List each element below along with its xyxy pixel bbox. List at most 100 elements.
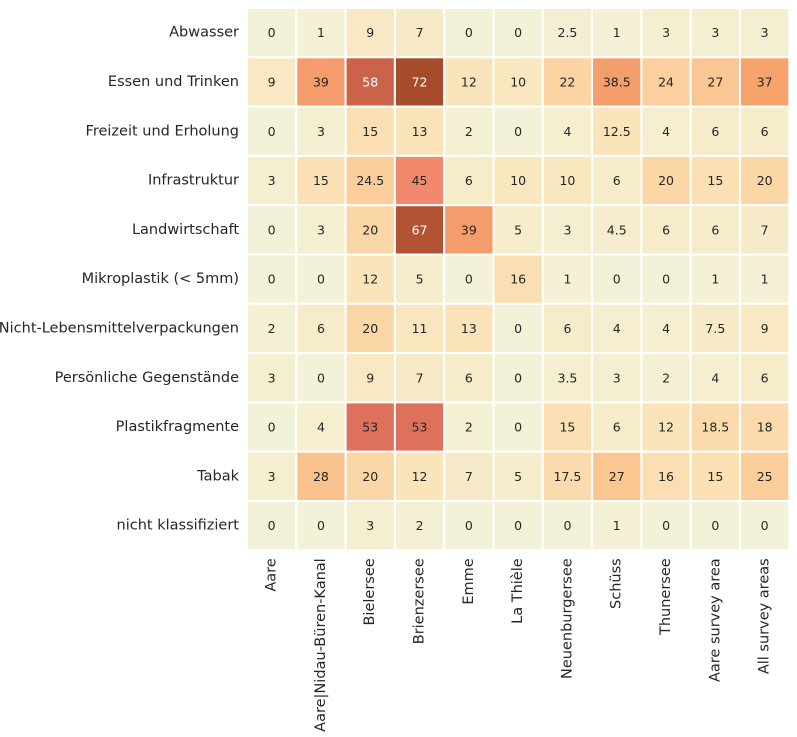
cell-value-label: 0: [514, 420, 522, 435]
cell-value-label: 0: [268, 25, 276, 40]
heatmap-cell: [492, 7, 544, 59]
heatmap-cell: [591, 56, 643, 108]
heatmap-cell: [295, 302, 347, 355]
cell-value-label: 53: [412, 420, 428, 435]
heatmap-cell: [591, 302, 643, 355]
cell-value-label: 7: [416, 25, 424, 40]
cell-value-label: 45: [412, 173, 428, 188]
heatmap-cell: [689, 401, 742, 453]
cell-value-label: 3: [761, 25, 769, 40]
row-label: Persönliche Gegenstände: [55, 370, 239, 386]
cell-value-label: 2: [268, 321, 276, 336]
column-labels: Aare Aare|Nidau-Büren-Kanal Bielersee Brien…: [264, 558, 773, 732]
cell-value-label: 0: [317, 518, 325, 533]
cell-value-label: 15: [707, 469, 723, 484]
cell-value-label: 38.5: [603, 74, 631, 89]
heatmap-cell: [739, 450, 791, 503]
heatmap-cell: [246, 401, 298, 453]
row-label: nicht klassifiziert: [117, 518, 240, 534]
row-label: Tabak: [196, 468, 239, 484]
cell-value-label: 15: [707, 173, 723, 188]
cell-value-label: 0: [563, 518, 571, 533]
row-label: Essen und Trinken: [108, 74, 239, 90]
cell-value-label: 6: [711, 222, 719, 237]
cell-value-label: 3: [317, 222, 325, 237]
heatmap-cell: [295, 204, 347, 256]
heatmap-cell: [640, 56, 692, 108]
heatmap-cell: [591, 401, 643, 453]
cell-value-label: 20: [362, 321, 378, 336]
cell-value-label: 9: [366, 370, 374, 385]
heatmap-cell: [689, 204, 742, 256]
cell-value-label: 12: [412, 469, 428, 484]
cell-value-label: 27: [609, 469, 625, 484]
heatmap-cell: [246, 302, 298, 355]
cell-value-label: 0: [613, 272, 621, 287]
cell-value-label: 0: [514, 25, 522, 40]
cell-value-label: 7: [416, 370, 424, 385]
cell-value-label: 5: [514, 222, 522, 237]
cell-value-label: 0: [711, 518, 719, 533]
cell-value-label: 0: [317, 272, 325, 287]
heatmap-cell: [541, 302, 594, 355]
cell-value-label: 12.5: [603, 124, 631, 139]
row-label: Landwirtschaft: [132, 222, 239, 238]
cell-value-label: 3: [268, 469, 276, 484]
cell-value-label: 0: [268, 272, 276, 287]
cell-value-label: 39: [461, 222, 477, 237]
cell-value-label: 13: [412, 124, 428, 139]
cell-value-label: 3: [711, 25, 719, 40]
heatmap-cell: [492, 56, 544, 108]
cell-value-label: 0: [465, 272, 473, 287]
column-label: Brienzersee: [412, 558, 428, 644]
heatmap-cell: [739, 204, 791, 256]
cell-value-label: 4: [662, 321, 670, 336]
cell-value-label: 7.5: [705, 321, 725, 336]
cell-value-label: 0: [662, 518, 670, 533]
cell-value-label: 15: [559, 420, 575, 435]
cell-value-label: 11: [412, 321, 428, 336]
row-label: Plastikfragmente: [116, 419, 239, 435]
cell-value-label: 7: [465, 469, 473, 484]
cell-value-label: 6: [465, 370, 473, 385]
column-label: All survey areas: [757, 558, 773, 674]
cell-value-label: 4: [613, 321, 621, 336]
cell-value-label: 24.5: [356, 173, 384, 188]
cell-value-label: 18.5: [701, 420, 729, 435]
cell-value-label: 13: [461, 321, 477, 336]
heatmap-cell: [246, 56, 298, 108]
cell-value-label: 1: [613, 518, 621, 533]
heatmap-cell: [344, 401, 396, 453]
heatmap-cell: [739, 302, 791, 355]
row-label: Freizeit und Erholung: [86, 123, 239, 139]
cell-value-label: 0: [268, 124, 276, 139]
heatmap-cell: [591, 7, 643, 59]
heatmap-cell: [443, 105, 495, 157]
cell-value-label: 2: [465, 124, 473, 139]
cell-value-label: 16: [510, 272, 526, 287]
heatmap-cell: [246, 204, 298, 256]
cell-value-label: 39: [313, 74, 329, 89]
cell-value-label: 10: [510, 173, 526, 188]
heatmap-cell: [443, 500, 495, 552]
cell-value-label: 6: [761, 370, 769, 385]
row-label: Abwasser: [169, 25, 239, 41]
column-label: Aare: [264, 558, 280, 591]
cell-value-label: 0: [465, 25, 473, 40]
cell-value-label: 5: [416, 272, 424, 287]
heatmap-cell: [393, 352, 446, 404]
heatmap-cell: [591, 352, 643, 404]
cell-value-label: 3.5: [558, 370, 578, 385]
row-label: Infrastruktur: [148, 173, 239, 189]
heatmap-cell: [393, 204, 446, 256]
cell-value-label: 0: [514, 321, 522, 336]
cell-value-label: 12: [461, 74, 477, 89]
cell-value-label: 6: [613, 420, 621, 435]
cell-value-label: 58: [362, 74, 378, 89]
cell-value-label: 37: [757, 74, 773, 89]
cell-value-label: 0: [514, 518, 522, 533]
heatmap-cell: [689, 500, 742, 552]
cell-value-label: 6: [317, 321, 325, 336]
cell-value-label: 1: [563, 272, 571, 287]
cell-value-label: 6: [662, 222, 670, 237]
